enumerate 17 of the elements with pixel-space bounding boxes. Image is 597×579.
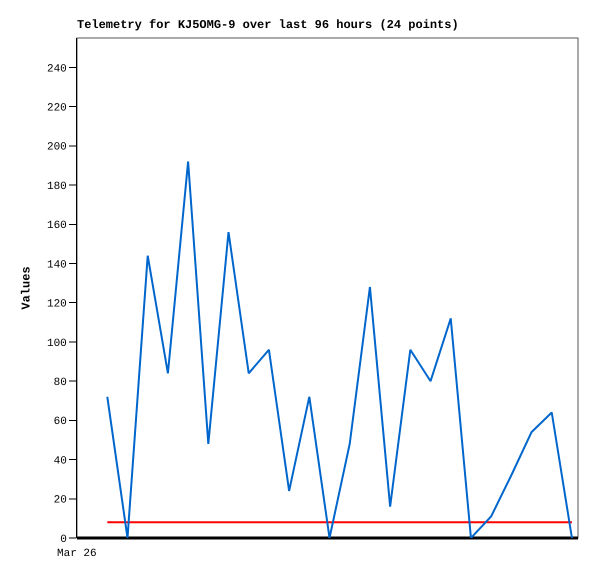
y-tick-label: 100 (46, 338, 67, 350)
y-tick-label: 140 (46, 259, 67, 272)
text: Mar 26 (57, 548, 97, 560)
y-tick-label: 40 (54, 455, 67, 468)
y-tick-label: 200 (46, 142, 67, 154)
chart-title: Telemetry for KJ5OMG-9 over last 96 hours (24 points) (77, 18, 459, 32)
y-tick-label: 20 (54, 494, 67, 507)
y-tick-label: 0 (60, 534, 67, 546)
y-tick-label: 160 (46, 220, 67, 232)
y-axis-title: Values (19, 266, 34, 310)
y-tick-label: 240 (46, 63, 67, 76)
y-tick-label: 80 (54, 376, 67, 389)
y-tick-label: 60 (54, 416, 67, 428)
line-series (106, 160, 573, 538)
y-tick-label: 120 (46, 298, 67, 311)
y-tick-label: 220 (46, 102, 67, 114)
y-tick-label: 180 (46, 180, 67, 193)
